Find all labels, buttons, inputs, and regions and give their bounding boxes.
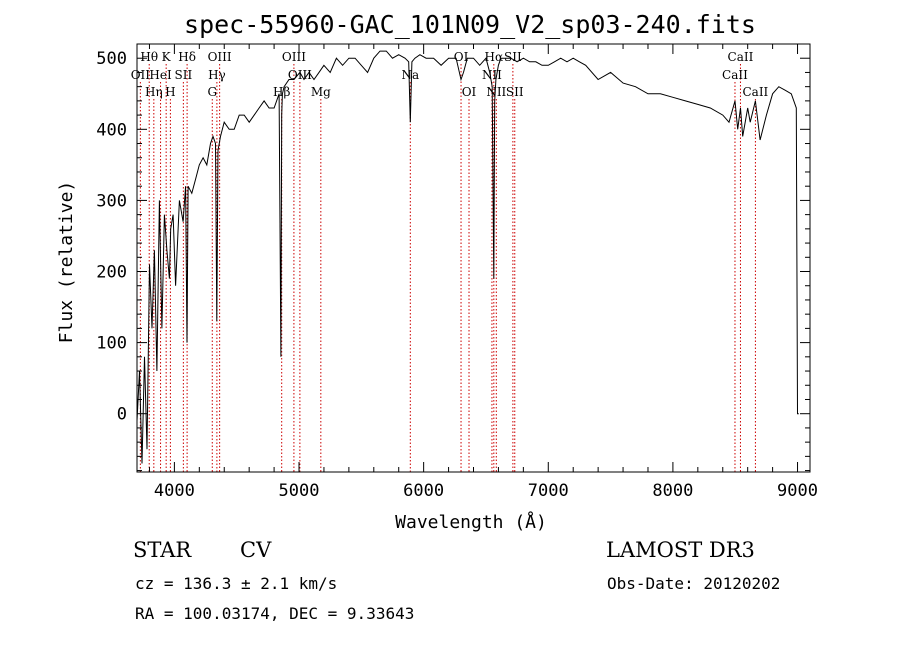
line-labels: OIIHθHηHeIKHSIIHδGHγOIIIHβOIIIOIIIMgNaOI… xyxy=(131,50,769,99)
x-tick-label: 4000 xyxy=(154,481,195,501)
y-tick-label: 500 xyxy=(96,49,127,69)
line-label: SII xyxy=(506,85,524,99)
y-axis-label: Flux (relative) xyxy=(56,181,77,344)
line-label: CaII xyxy=(742,85,768,99)
subclass-label: CV xyxy=(240,538,272,562)
line-label: SII xyxy=(504,50,522,64)
class-label: STAR xyxy=(133,538,192,562)
x-tick-label: 5000 xyxy=(279,481,320,501)
chart-title: spec-55960-GAC_101N09_V2_sp03-240.fits xyxy=(184,10,756,39)
line-label: OII xyxy=(131,68,151,82)
line-label: CaII xyxy=(728,50,754,64)
y-axis-ticks: 0 100 200 300 400 500 xyxy=(96,49,810,472)
line-label: Hγ xyxy=(208,68,226,82)
line-label: Na xyxy=(401,68,419,82)
survey-label: LAMOST DR3 xyxy=(606,538,755,562)
coordinates-text: RA = 100.03174, DEC = 9.33643 xyxy=(135,604,415,623)
line-label: G xyxy=(207,85,217,99)
line-markers xyxy=(139,64,756,472)
line-label: OIII xyxy=(208,50,232,64)
x-axis-label: Wavelength (Å) xyxy=(395,511,547,533)
x-axis-ticks: 4000 5000 6000 7000 8000 9000 xyxy=(148,44,818,501)
line-label: Hη xyxy=(145,85,163,99)
obs-date-text: Obs-Date: 20120202 xyxy=(607,574,781,593)
line-label: NII xyxy=(486,85,506,99)
line-label: Hθ xyxy=(140,50,158,64)
y-tick-label: 100 xyxy=(96,334,127,354)
x-tick-label: 9000 xyxy=(777,481,818,501)
redshift-text: cz = 136.3 ± 2.1 km/s xyxy=(135,574,338,593)
y-tick-label: 200 xyxy=(96,263,127,283)
line-label: Hα xyxy=(485,50,504,64)
y-tick-label: 300 xyxy=(96,191,127,211)
plot-frame xyxy=(136,43,811,473)
line-label: OI xyxy=(454,50,469,64)
line-label: HeI xyxy=(149,68,172,82)
line-label: Hδ xyxy=(178,50,196,64)
spectrum-line xyxy=(136,50,799,464)
y-tick-label: 400 xyxy=(96,120,127,140)
y-tick-label: 0 xyxy=(117,405,127,425)
x-tick-label: 6000 xyxy=(403,481,444,501)
line-label: OIII xyxy=(288,68,312,82)
x-tick-label: 7000 xyxy=(528,481,569,501)
line-label: Mg xyxy=(311,85,331,99)
line-label: OI xyxy=(462,85,477,99)
line-label: H xyxy=(165,85,175,99)
line-label: NII xyxy=(482,68,502,82)
line-label: CaII xyxy=(722,68,748,82)
line-label: Hβ xyxy=(273,85,290,99)
line-label: SII xyxy=(175,68,193,82)
line-label: OIII xyxy=(282,50,306,64)
line-label: K xyxy=(162,50,172,64)
x-tick-label: 8000 xyxy=(652,481,693,501)
